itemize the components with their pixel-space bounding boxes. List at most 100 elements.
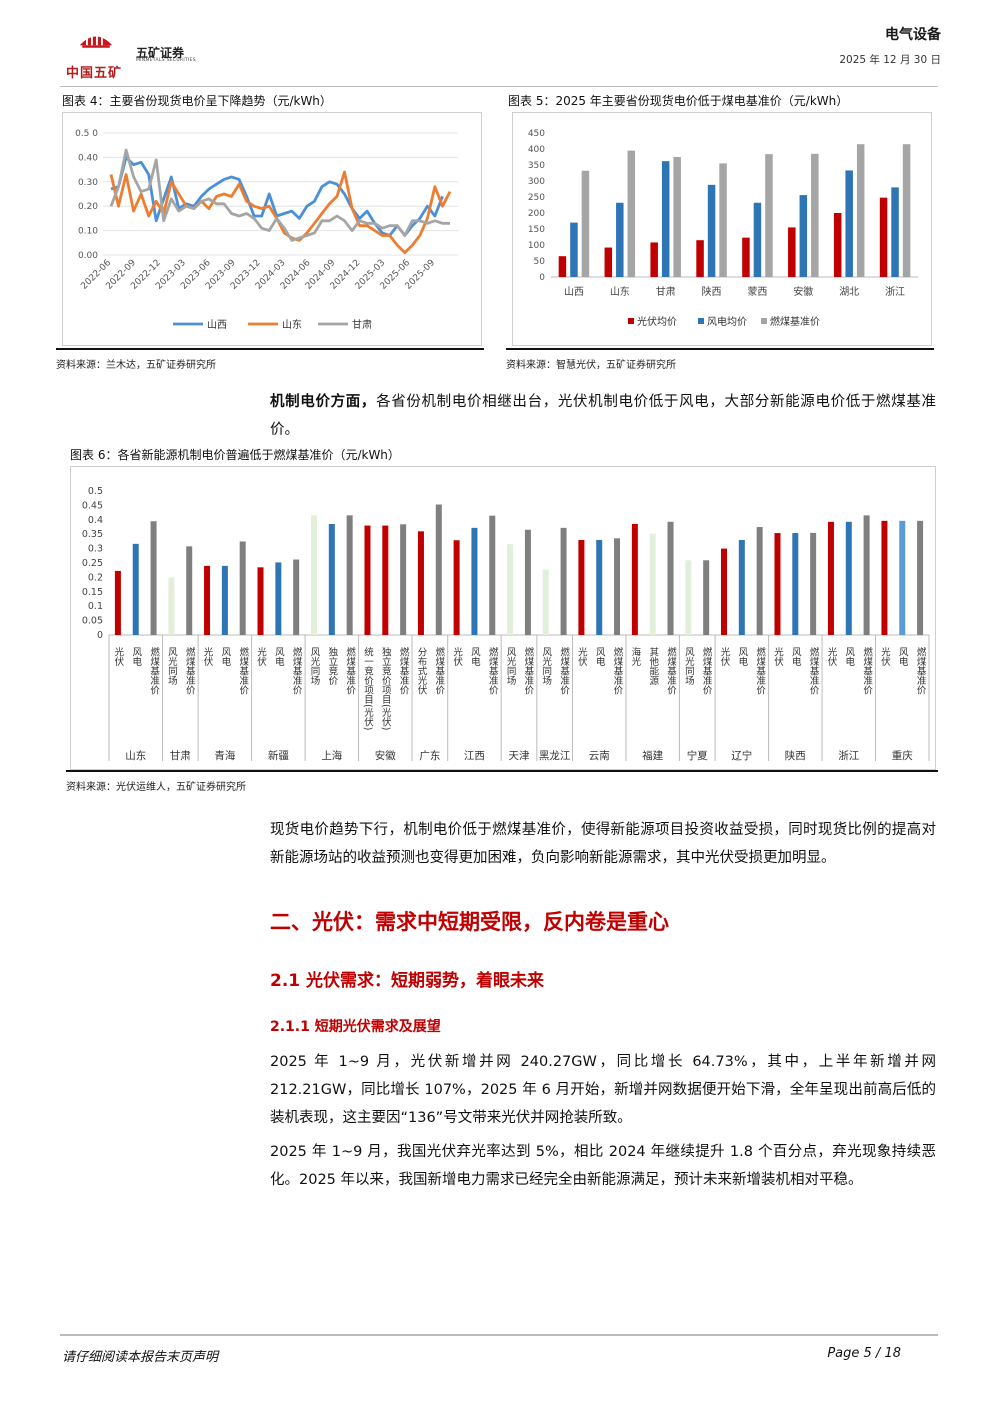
provincial-price-bar-chart: 0 50 100 150 200 250 300 350 400 450 山西 山东 甘肃 陕西 蒙西 安徽 湖…	[528, 129, 918, 328]
bar-风电	[845, 521, 852, 635]
x-tick-label: 风电	[130, 647, 142, 666]
figure5-separator	[506, 348, 934, 350]
bar-光伏均价-浙江	[879, 197, 888, 277]
group-label: 山东	[125, 749, 146, 762]
bar-风光同场	[168, 577, 175, 635]
legend-label: 甘肃	[352, 318, 372, 331]
bar-风电均价-安徽	[799, 195, 808, 277]
bar-光伏	[578, 539, 585, 635]
company-logo-icon	[79, 34, 113, 48]
group-label: 天津	[509, 750, 530, 762]
bar-燃煤基准价	[810, 532, 817, 635]
x-tick-label: 独立竞价	[326, 646, 338, 685]
y-tick-label: 100	[528, 241, 545, 251]
figure4-separator	[56, 348, 484, 350]
paragraph-spot-trend: 现货电价趋势下行，机制电价低于燃煤基准价，使得新能源项目投资收益受损，同时现货比…	[270, 822, 936, 866]
bar-燃煤基准价-安徽	[811, 153, 819, 277]
logo-company-en: MINMETALS SECURITIES	[136, 58, 196, 63]
group-label: 云南	[589, 749, 610, 762]
bar-风电均价-浙江	[891, 187, 899, 277]
bar-风电	[899, 520, 906, 635]
bar-风电	[221, 565, 228, 635]
figure6-source: 资料来源：光伏运维人，五矿证券研究所	[66, 782, 246, 793]
x-tick-label: 风光同场	[166, 647, 178, 686]
bar-风光同场	[507, 544, 514, 635]
bar-燃煤基准价	[346, 515, 353, 635]
y-tick-label: 0.25	[82, 558, 103, 569]
paragraph-mechanism-price: 机制电价方面，各省份机制电价相继出台，光伏机制电价低于风电，大部分新能源电价低于…	[270, 388, 936, 444]
y-tick-label: 0.30	[78, 178, 98, 188]
bar-光伏	[257, 567, 264, 635]
bar-风电	[275, 562, 282, 635]
bar-光伏	[204, 565, 211, 635]
bar-燃煤基准价	[667, 521, 674, 635]
page-number: Page 5 / 18	[827, 1346, 901, 1361]
y-tick-label: 0	[97, 630, 103, 641]
bar-燃煤基准价	[863, 515, 870, 635]
bar-燃煤基准价	[239, 541, 246, 635]
bar-燃煤基准价	[186, 546, 193, 635]
x-tick-label: 甘肃	[656, 285, 676, 298]
bar-光伏均价-陕西	[696, 240, 704, 277]
x-tick-label: 燃煤基准价	[915, 646, 927, 694]
paragraph-lead: 机制电价方面，	[270, 394, 377, 410]
bar-光伏均价-山西	[558, 256, 567, 277]
x-tick-label: 浙江	[885, 286, 905, 298]
legend-label: 风电均价	[707, 315, 747, 328]
bar-光伏均价-蒙西	[742, 237, 750, 277]
section-heading: 二、光伏：需求中短期受限，反内卷是重心	[270, 910, 669, 934]
footer-divider	[60, 1334, 938, 1336]
mechanism-price-bar-chart: 00.050.10.150.20.250.30.350.40.450.5光伏 风电…	[82, 486, 930, 762]
group-label: 陕西	[785, 749, 806, 762]
x-tick-label: 燃煤基准价	[184, 646, 196, 694]
x-tick-label: 山西	[564, 286, 584, 298]
y-tick-label: 0.00	[78, 251, 98, 261]
legend-swatch	[628, 318, 634, 324]
bar-风电均价-蒙西	[753, 202, 762, 277]
bar-燃煤基准价	[400, 524, 407, 635]
bar-燃煤基准价-山东	[627, 150, 636, 277]
x-tick-label: 燃煤基准价	[558, 646, 570, 694]
header-divider	[60, 86, 938, 87]
y-tick-label: 0.15	[82, 587, 103, 598]
bar-风电均价-甘肃	[661, 161, 670, 277]
x-tick-label: 风电	[736, 647, 748, 666]
report-date: 2025 年 12 月 30 日	[839, 54, 941, 66]
y-tick-label: 0.5	[88, 486, 103, 497]
x-tick-label: 风电	[843, 647, 855, 666]
bar-燃煤基准价	[756, 527, 763, 635]
bar-风电	[738, 539, 745, 635]
series-line-山东	[109, 170, 452, 255]
bar-燃煤基准价	[524, 529, 531, 635]
bar-光伏均价-甘肃	[650, 242, 658, 277]
figure6-separator	[66, 770, 938, 772]
group-label: 上海	[321, 749, 342, 762]
bar-光伏均价-湖北	[833, 213, 842, 277]
bar-燃煤基准价-湖北	[856, 144, 865, 277]
bar-其他能源	[649, 533, 656, 635]
bar-燃煤基准价	[703, 560, 710, 635]
x-tick-label: 燃煤基准价	[808, 646, 820, 694]
x-tick-label: 风电	[790, 647, 802, 666]
bar-燃煤基准价	[614, 538, 621, 635]
series-line-甘肃	[109, 148, 450, 242]
group-label: 福建	[642, 749, 663, 762]
x-tick-label: 燃煤基准价	[398, 646, 410, 694]
bar-独立竞价项目(光伏)	[382, 525, 389, 635]
x-tick-label: 燃煤基准价	[522, 646, 534, 694]
bar-燃煤基准价	[150, 521, 157, 635]
x-tick-label: 燃煤基准价	[487, 646, 499, 694]
x-tick-label: 蒙西	[747, 285, 767, 298]
bar-风电	[596, 539, 603, 635]
x-tick-label: 燃煤基准价	[433, 646, 445, 694]
bar-光伏	[453, 540, 460, 635]
paragraph-curtailment: 2025 年 1~9 月，我国光伏弃光率达到 5%，相比 2024 年继续提升 …	[270, 1144, 936, 1188]
bar-风电	[471, 527, 478, 635]
spot-price-line-chart: 0.000.100.200.300.400.5 02022-062022-092…	[75, 129, 458, 331]
x-tick-label: 燃煤基准价	[754, 646, 766, 694]
bar-燃煤基准价-浙江	[902, 144, 911, 277]
x-tick-label: 统一竞价项目(光伏)	[362, 646, 374, 730]
y-tick-label: 0.05	[82, 616, 103, 627]
bar-光伏均价-山东	[604, 247, 613, 277]
x-tick-label: 光伏	[879, 646, 891, 667]
